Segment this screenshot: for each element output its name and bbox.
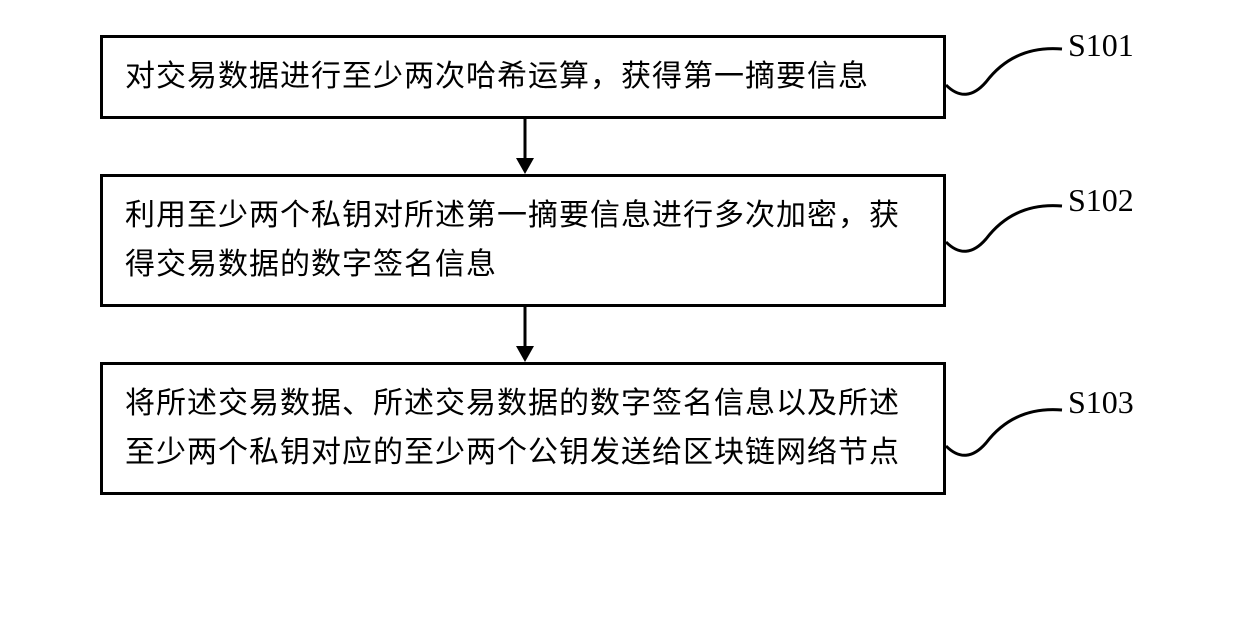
- swoosh-connector: [944, 204, 1064, 264]
- flow-step: 利用至少两个私钥对所述第一摘要信息进行多次加密，获得交易数据的数字签名信息 S1…: [100, 174, 1140, 307]
- flowchart-container: 对交易数据进行至少两次哈希运算，获得第一摘要信息 S101 利用至少两个私钥对所…: [100, 35, 1140, 495]
- step-label: S103: [1068, 384, 1134, 421]
- swoosh-connector: [944, 408, 1064, 468]
- flow-step-box-s101: 对交易数据进行至少两次哈希运算，获得第一摘要信息: [100, 35, 946, 119]
- flow-step-text: 利用至少两个私钥对所述第一摘要信息进行多次加密，获得交易数据的数字签名信息: [125, 199, 900, 282]
- flow-step: 将所述交易数据、所述交易数据的数字签名信息以及所述至少两个私钥对应的至少两个公钥…: [100, 362, 1140, 495]
- flow-arrow: [100, 119, 1140, 174]
- flow-step-box-s102: 利用至少两个私钥对所述第一摘要信息进行多次加密，获得交易数据的数字签名信息: [100, 174, 946, 307]
- swoosh-connector: [944, 47, 1064, 107]
- flow-step-box-s103: 将所述交易数据、所述交易数据的数字签名信息以及所述至少两个私钥对应的至少两个公钥…: [100, 362, 946, 495]
- flow-step-text: 对交易数据进行至少两次哈希运算，获得第一摘要信息: [125, 60, 869, 93]
- flow-step-text: 将所述交易数据、所述交易数据的数字签名信息以及所述至少两个私钥对应的至少两个公钥…: [125, 387, 900, 470]
- flow-step: 对交易数据进行至少两次哈希运算，获得第一摘要信息 S101: [100, 35, 1140, 119]
- step-label: S102: [1068, 182, 1134, 219]
- flow-arrow: [100, 307, 1140, 362]
- step-label: S101: [1068, 27, 1134, 64]
